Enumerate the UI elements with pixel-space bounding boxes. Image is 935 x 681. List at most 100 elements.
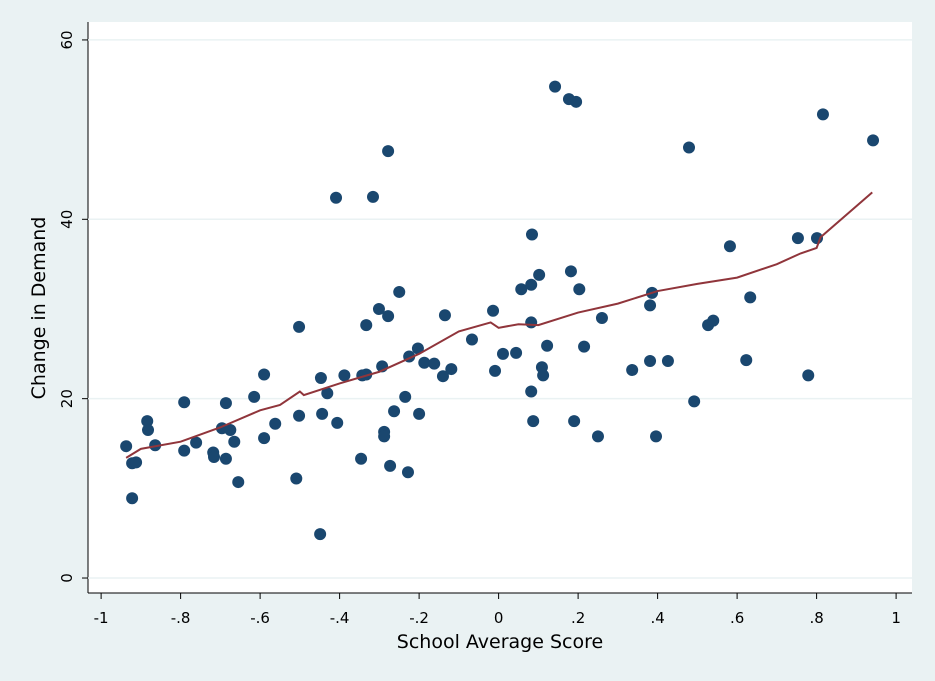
point bbox=[650, 430, 663, 443]
y-tick-label: 40 bbox=[58, 210, 76, 229]
point bbox=[436, 370, 449, 383]
point bbox=[802, 369, 815, 382]
y-tick-label: 20 bbox=[58, 389, 76, 408]
point bbox=[496, 347, 509, 360]
y-tick-label: 60 bbox=[58, 30, 76, 49]
y-tick-label: 0 bbox=[58, 573, 76, 583]
point bbox=[564, 265, 577, 278]
point bbox=[510, 346, 523, 359]
point bbox=[570, 95, 583, 108]
point bbox=[382, 145, 395, 158]
point bbox=[591, 430, 604, 443]
point bbox=[388, 405, 401, 418]
point bbox=[178, 444, 191, 457]
point bbox=[393, 285, 406, 298]
point bbox=[438, 309, 451, 322]
point bbox=[399, 390, 412, 403]
point bbox=[384, 459, 397, 472]
point bbox=[293, 320, 306, 333]
point bbox=[527, 415, 540, 428]
point bbox=[219, 397, 232, 410]
y-axis-title: Change in Demand bbox=[28, 217, 50, 400]
point bbox=[537, 369, 550, 382]
point bbox=[190, 436, 203, 449]
x-tick-label: .4 bbox=[650, 609, 664, 627]
x-axis-title: School Average Score bbox=[397, 631, 603, 653]
x-tick-label: -1 bbox=[94, 609, 109, 627]
point bbox=[568, 415, 581, 428]
point bbox=[626, 363, 639, 376]
point bbox=[413, 407, 426, 420]
point bbox=[293, 409, 306, 422]
point bbox=[208, 450, 221, 463]
point bbox=[126, 492, 139, 505]
fit-line bbox=[125, 191, 873, 459]
point bbox=[269, 417, 282, 430]
point bbox=[744, 291, 757, 304]
point bbox=[258, 432, 271, 445]
x-tick-label: 1 bbox=[891, 609, 901, 627]
point bbox=[525, 316, 538, 329]
point bbox=[578, 340, 591, 353]
point bbox=[382, 310, 395, 323]
point bbox=[465, 333, 478, 346]
point bbox=[228, 435, 241, 448]
point bbox=[130, 456, 143, 469]
point bbox=[525, 278, 538, 291]
point bbox=[258, 368, 271, 381]
point bbox=[316, 407, 329, 420]
point bbox=[248, 390, 261, 403]
point bbox=[515, 283, 528, 296]
point bbox=[232, 476, 245, 489]
x-tick-label: .8 bbox=[809, 609, 823, 627]
point bbox=[644, 299, 657, 312]
point bbox=[367, 190, 380, 203]
x-tick-label: -.4 bbox=[330, 609, 350, 627]
point bbox=[331, 416, 344, 429]
point bbox=[141, 415, 154, 428]
point bbox=[142, 424, 155, 437]
point bbox=[372, 302, 385, 315]
x-tick-label: .6 bbox=[730, 609, 744, 627]
x-tick-label: -.6 bbox=[250, 609, 270, 627]
point bbox=[723, 240, 736, 253]
point bbox=[290, 472, 303, 485]
point bbox=[533, 268, 546, 281]
point bbox=[338, 369, 351, 382]
point bbox=[707, 314, 720, 327]
point bbox=[120, 440, 133, 453]
point bbox=[867, 134, 880, 147]
point bbox=[401, 466, 414, 479]
point bbox=[428, 357, 441, 370]
point bbox=[411, 342, 424, 355]
point bbox=[489, 364, 502, 377]
point bbox=[595, 311, 608, 324]
point bbox=[224, 424, 237, 437]
point bbox=[573, 283, 586, 296]
point bbox=[314, 372, 327, 385]
point bbox=[355, 452, 368, 465]
point bbox=[525, 228, 538, 241]
point bbox=[445, 363, 458, 376]
x-tick-label: -.8 bbox=[171, 609, 191, 627]
point bbox=[661, 354, 674, 367]
point bbox=[487, 304, 500, 317]
point bbox=[321, 387, 334, 400]
point bbox=[740, 354, 753, 367]
plot-area bbox=[88, 22, 912, 593]
point bbox=[418, 356, 431, 369]
point bbox=[330, 191, 343, 204]
point bbox=[360, 319, 373, 332]
point bbox=[541, 339, 554, 352]
point bbox=[314, 528, 327, 541]
point bbox=[816, 108, 829, 121]
point bbox=[644, 354, 657, 367]
x-tick-label: 0 bbox=[494, 609, 504, 627]
point bbox=[178, 396, 191, 409]
point bbox=[683, 141, 696, 154]
point bbox=[549, 80, 562, 93]
x-tick-label: .2 bbox=[571, 609, 585, 627]
point bbox=[525, 385, 538, 398]
point bbox=[791, 232, 804, 245]
